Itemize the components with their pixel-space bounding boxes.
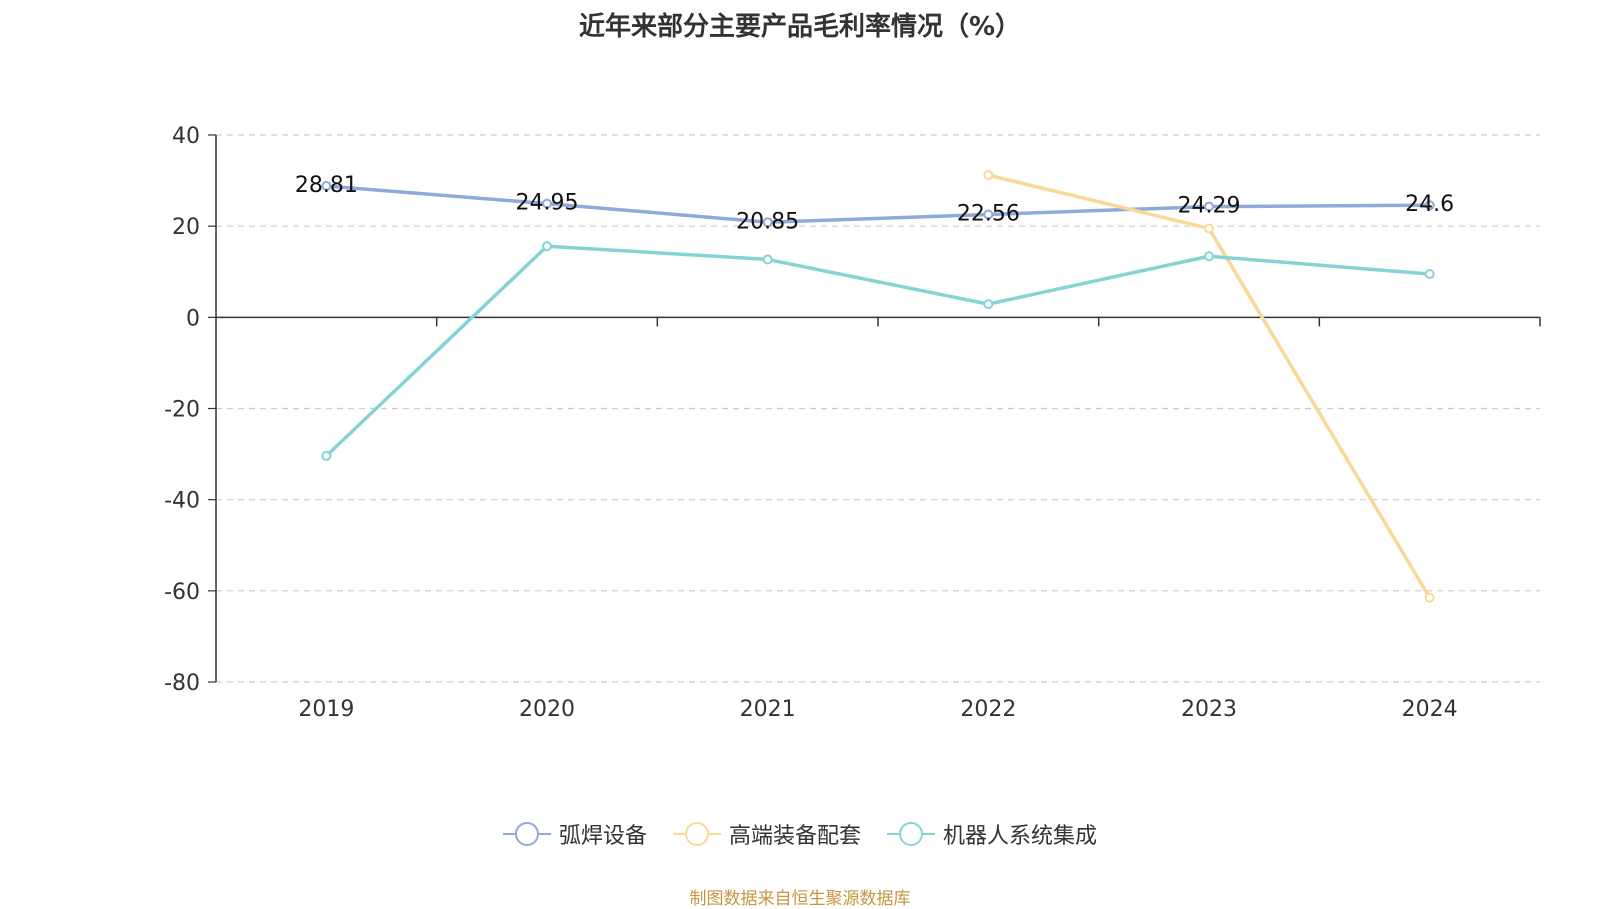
series-layer xyxy=(321,170,1435,603)
x-tick-label: 2023 xyxy=(1181,697,1237,722)
data-label: 22.56 xyxy=(957,201,1020,226)
data-point xyxy=(1424,269,1435,280)
legend: 弧焊设备 高端装备配套 机器人系统集成 xyxy=(0,818,1600,850)
x-tick-label: 2021 xyxy=(740,697,796,722)
legend-marker-icon xyxy=(887,821,935,847)
data-point xyxy=(983,209,994,220)
y-tick-label: -40 xyxy=(164,489,200,514)
data-label: 24.29 xyxy=(1178,194,1241,219)
data-point xyxy=(542,198,552,209)
data-point xyxy=(1204,223,1214,234)
legend-label: 弧焊设备 xyxy=(558,824,647,849)
grid-layer xyxy=(216,134,1540,683)
data-point xyxy=(1204,251,1214,262)
x-tick-label: 2022 xyxy=(960,697,1016,722)
x-tick-label: 2024 xyxy=(1402,697,1458,722)
y-tick-label: 20 xyxy=(172,215,200,240)
source-note: 制图数据来自恒生聚源数据库 xyxy=(689,889,911,909)
data-label: 28.81 xyxy=(295,173,358,198)
data-point xyxy=(321,181,332,192)
data-label: 20.85 xyxy=(736,209,799,234)
legend-marker-icon xyxy=(672,821,721,847)
legend-item[interactable]: 弧焊设备 xyxy=(502,818,647,850)
data-label: 24.95 xyxy=(516,191,579,216)
y-tick-label: -80 xyxy=(164,671,200,696)
y-tick-label: -20 xyxy=(164,398,200,423)
series-line xyxy=(987,173,1432,599)
label-layer: 28.81 24.95 20.85 22.56 24.29 24.6 xyxy=(295,173,1454,234)
y-tick-label: 40 xyxy=(172,124,200,149)
data-point xyxy=(1204,201,1214,212)
data-point xyxy=(983,170,994,181)
data-point xyxy=(1424,200,1435,211)
chart-title: 近年来部分主要产品毛利率情况（%） xyxy=(578,12,1022,42)
axis-layer: 40 20 0 -20 -40 -60 -80 2019 2020 2021 2022 2023 202… xyxy=(164,124,1541,722)
data-point xyxy=(762,217,773,228)
data-point xyxy=(321,450,332,461)
data-point xyxy=(1424,592,1435,603)
series-line xyxy=(326,184,1430,225)
series-line xyxy=(325,244,1430,458)
legend-label: 机器人系统集成 xyxy=(943,824,1098,849)
data-label: 24.6 xyxy=(1405,192,1454,217)
x-tick-label: 2019 xyxy=(298,697,354,722)
data-point xyxy=(762,254,773,265)
x-tick-label: 2020 xyxy=(519,697,575,722)
data-point xyxy=(983,299,994,310)
legend-marker-icon xyxy=(502,821,551,847)
y-tick-label: 0 xyxy=(186,306,200,331)
data-point xyxy=(542,241,552,252)
legend-label: 高端装备配套 xyxy=(728,824,861,849)
legend-item[interactable]: 机器人系统集成 xyxy=(887,818,1097,850)
legend-item[interactable]: 高端装备配套 xyxy=(672,818,861,850)
y-tick-label: -60 xyxy=(164,580,200,605)
